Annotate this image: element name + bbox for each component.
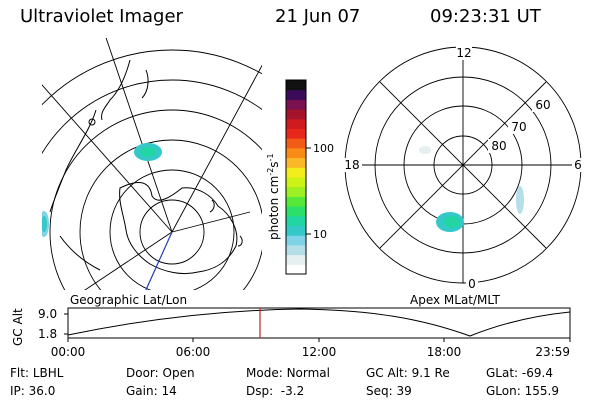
mlt-label-6: 6	[574, 158, 582, 172]
timeline-ytick-high: 9.0	[38, 307, 57, 321]
mlt-label-12: 12	[456, 46, 471, 60]
colorbar-cell	[286, 118, 306, 129]
geo-footprint-line	[145, 231, 173, 290]
apex-polar-plot: 12 18 6 0 80 70 60	[342, 46, 584, 291]
colorbar: 100 10 photon cm-2s-1	[266, 79, 334, 275]
mlt-label-0: 0	[468, 277, 476, 291]
colorbar-cell	[286, 99, 306, 110]
apex-panel-label: Apex MLat/MLT	[410, 293, 500, 307]
timeline-frame	[67, 307, 571, 339]
mlat-label-60: 60	[535, 98, 550, 112]
mlat-label-70: 70	[511, 120, 526, 134]
timeline-axis-label: GC Alt	[11, 308, 25, 346]
colorbar-tick-label-100: 100	[313, 142, 334, 155]
colorbar-cell	[286, 206, 306, 217]
colorbar-cell	[286, 186, 306, 197]
colorbar-cell	[286, 196, 306, 207]
status-seq: Seq: 39	[366, 384, 412, 398]
colorbar-cell	[286, 109, 306, 120]
timeline-xtick-0600: 06:00	[176, 345, 211, 359]
colorbar-cell	[286, 177, 306, 188]
timeline-xtick-1800: 18:00	[427, 345, 462, 359]
mlt-label-18: 18	[344, 158, 359, 172]
image-title: Ultraviolet Imager	[20, 6, 183, 27]
altitude-timeline: 9.0 1.8 00:00 06:00 12:00 18:00 23:59 GC…	[11, 307, 571, 359]
image-date: 21 Jun 07	[275, 6, 361, 27]
geo-coastlines	[49, 59, 243, 275]
status-mode: Mode: Normal	[246, 366, 330, 380]
colorbar-cell	[286, 80, 306, 91]
colorbar-cell	[286, 244, 306, 256]
status-gain: Gain: 14	[126, 384, 177, 398]
colorbar-unit-label: photon cm-2s-1	[266, 153, 281, 240]
colorbar-frame	[285, 79, 307, 275]
colorbar-cell	[286, 89, 306, 100]
status-gc-alt: GC Alt: 9.1 Re	[366, 366, 450, 380]
colorbar-cell	[286, 235, 306, 246]
colorbar-gradient	[286, 80, 306, 275]
colorbar-cell	[286, 138, 306, 149]
colorbar-cell	[286, 167, 306, 178]
geo-lat-circles	[42, 49, 262, 290]
apex-aurora-patches	[419, 146, 524, 232]
status-glat: GLat: -69.4	[486, 366, 553, 380]
mlat-label-80: 80	[491, 139, 506, 153]
geographic-panel-label: Geographic Lat/Lon	[70, 293, 188, 307]
timeline-xtick-1200: 12:00	[302, 345, 337, 359]
timeline-ytick-low: 1.8	[38, 327, 57, 341]
geo-meridians	[42, 38, 262, 290]
colorbar-cell	[286, 254, 306, 265]
status-flt: Flt: LBHL	[10, 366, 64, 380]
colorbar-cell	[286, 264, 306, 275]
status-dsp: Dsp: -3.2	[246, 384, 305, 398]
image-time: 09:23:31 UT	[430, 6, 541, 27]
timeline-ticks	[64, 313, 571, 342]
altitude-curve	[67, 308, 571, 337]
geographic-map	[42, 38, 262, 290]
colorbar-cell	[286, 225, 306, 236]
status-door: Door: Open	[126, 366, 195, 380]
colorbar-cell	[286, 157, 306, 168]
apex-mlt-lines	[345, 47, 581, 283]
colorbar-cell	[286, 147, 306, 159]
timeline-xtick-2359: 23:59	[535, 345, 570, 359]
status-glon: GLon: 155.9	[486, 384, 559, 398]
timeline-xtick-0000: 00:00	[51, 345, 86, 359]
colorbar-cell	[286, 215, 306, 226]
colorbar-cell	[286, 128, 306, 139]
colorbar-tick-label-10: 10	[313, 228, 327, 241]
status-ip: IP: 36.0	[10, 384, 56, 398]
geo-aurora-patches	[42, 143, 162, 237]
